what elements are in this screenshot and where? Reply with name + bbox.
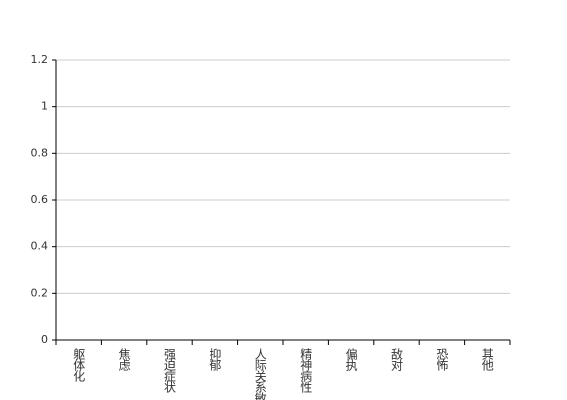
y-tick-label: 0.4 xyxy=(31,240,49,253)
x-tick-label: 恐怖 xyxy=(435,348,449,371)
y-tick-label: 1 xyxy=(41,100,48,113)
x-tick-label: 精神病性 xyxy=(299,348,313,394)
x-tick-label: 强迫症状 xyxy=(163,348,177,393)
x-tick-label: 躯体化 xyxy=(72,347,86,383)
x-tick-label: 人际关系敏感 xyxy=(253,348,267,400)
y-tick-label: 0.8 xyxy=(31,146,49,159)
y-tick-label: 1.2 xyxy=(31,53,49,66)
x-tick-label: 抑郁 xyxy=(208,347,222,372)
x-tick-label: 敌对 xyxy=(390,347,404,371)
x-tick-label: 偏执 xyxy=(344,347,358,372)
y-tick-label: 0.6 xyxy=(31,193,49,206)
x-tick-label: 焦虑 xyxy=(117,348,131,371)
x-tick-label: 其他 xyxy=(480,348,494,371)
y-tick-label: 0.2 xyxy=(31,286,49,299)
y-tick-label: 0 xyxy=(41,333,48,346)
